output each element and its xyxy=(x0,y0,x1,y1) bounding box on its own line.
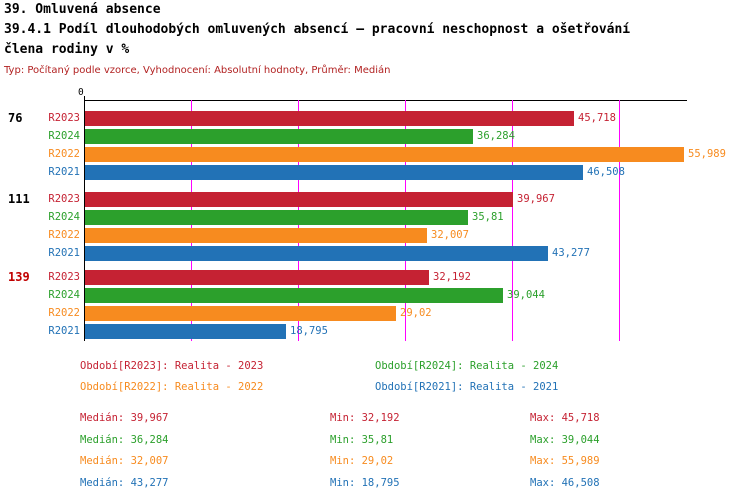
bar-r2023-group1 xyxy=(85,192,513,207)
stat-median: Medián: 43,277 xyxy=(80,477,169,489)
stat-min: Min: 18,795 xyxy=(330,477,400,489)
bar-value-label: 32,007 xyxy=(431,229,469,241)
bar-series-label: R2024 xyxy=(48,289,80,301)
bar-value-label: 39,967 xyxy=(517,193,555,205)
bar-series-label: R2021 xyxy=(48,247,80,259)
legend-item: Období[R2023]: Realita - 2023 xyxy=(80,360,264,372)
axis-origin-label: 0 xyxy=(78,87,84,98)
bar-series-label: R2022 xyxy=(48,307,80,319)
bar-r2022-group0 xyxy=(85,147,684,162)
bar-series-label: R2021 xyxy=(48,325,80,337)
bar-r2023-group2 xyxy=(85,270,429,285)
bar-value-label: 18,795 xyxy=(290,325,328,337)
stat-min: Min: 29,02 xyxy=(330,455,394,467)
bar-series-label: R2021 xyxy=(48,166,80,178)
bar-r2022-group2 xyxy=(85,306,396,321)
bar-r2022-group1 xyxy=(85,228,427,243)
bar-value-label: 45,718 xyxy=(578,112,616,124)
bar-r2024-group0 xyxy=(85,129,473,144)
report-subtitle-line1: 39.4.1 Podíl dlouhodobých omluvených abs… xyxy=(4,22,631,37)
report-title: 39. Omluvená absence xyxy=(4,2,161,17)
legend-item: Období[R2021]: Realita - 2021 xyxy=(375,381,559,393)
bar-series-label: R2022 xyxy=(48,229,80,241)
stat-median: Medián: 36,284 xyxy=(80,434,169,446)
group-label: 139 xyxy=(8,270,30,284)
bar-series-label: R2024 xyxy=(48,211,80,223)
bar-value-label: 43,277 xyxy=(552,247,590,259)
x-axis-line xyxy=(84,100,687,101)
bar-series-label: R2023 xyxy=(48,271,80,283)
stat-max: Max: 39,044 xyxy=(530,434,600,446)
bar-value-label: 36,284 xyxy=(477,130,515,142)
bar-series-label: R2022 xyxy=(48,148,80,160)
group-label: 76 xyxy=(8,111,23,125)
axis-tick xyxy=(84,96,85,100)
bar-series-label: R2024 xyxy=(48,130,80,142)
stat-median: Medián: 32,007 xyxy=(80,455,169,467)
bar-r2021-group1 xyxy=(85,246,548,261)
legend-item: Období[R2022]: Realita - 2022 xyxy=(80,381,264,393)
stat-max: Max: 46,508 xyxy=(530,477,600,489)
bar-value-label: 46,508 xyxy=(587,166,625,178)
gridline xyxy=(619,100,620,341)
bar-value-label: 32,192 xyxy=(433,271,471,283)
bar-series-label: R2023 xyxy=(48,193,80,205)
bar-value-label: 55,989 xyxy=(688,148,726,160)
y-axis-line xyxy=(84,100,85,341)
stat-min: Min: 35,81 xyxy=(330,434,394,446)
stat-median: Medián: 39,967 xyxy=(80,412,169,424)
legend-item: Období[R2024]: Realita - 2024 xyxy=(375,360,559,372)
gridline xyxy=(512,100,513,341)
bar-series-label: R2023 xyxy=(48,112,80,124)
bar-value-label: 29,02 xyxy=(400,307,432,319)
report-subtitle-line2: člena rodiny v % xyxy=(4,42,130,57)
bar-value-label: 35,81 xyxy=(472,211,504,223)
bar-r2021-group2 xyxy=(85,324,286,339)
stat-max: Max: 45,718 xyxy=(530,412,600,424)
bar-r2023-group0 xyxy=(85,111,574,126)
bar-r2021-group0 xyxy=(85,165,583,180)
group-label: 111 xyxy=(8,192,30,206)
bar-value-label: 39,044 xyxy=(507,289,545,301)
stat-max: Max: 55,989 xyxy=(530,455,600,467)
stat-min: Min: 32,192 xyxy=(330,412,400,424)
report-meta: Typ: Počítaný podle vzorce, Vyhodnocení:… xyxy=(4,65,391,76)
bar-r2024-group1 xyxy=(85,210,468,225)
bar-r2024-group2 xyxy=(85,288,503,303)
